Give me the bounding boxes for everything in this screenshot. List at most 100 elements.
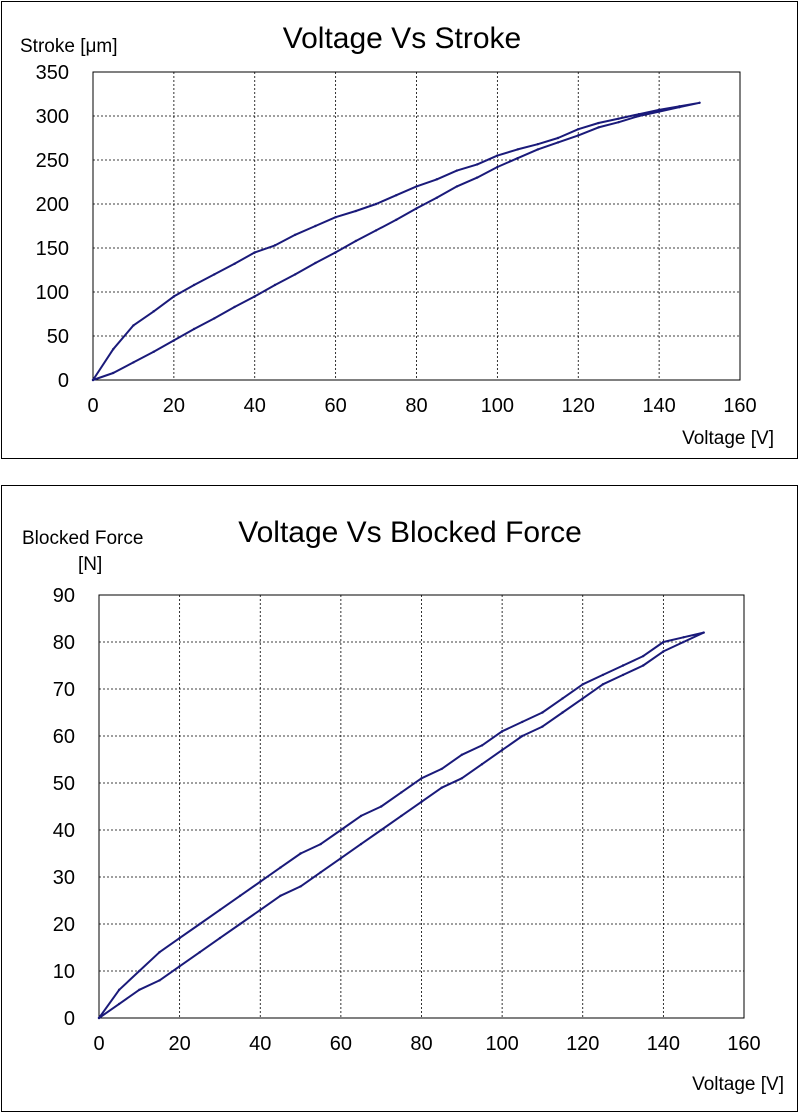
x-axis-label: Voltage [V] [682,428,774,449]
data-point [218,936,222,940]
data-point [359,842,363,846]
grid [99,595,744,1018]
y-axis-label-unit: [N] [78,554,102,575]
x-tick-label: 0 [93,1033,104,1055]
x-tick-label: 60 [330,1033,352,1055]
plot-area [92,71,741,381]
data-point [138,969,141,973]
series-line [92,101,701,381]
data-point [496,154,499,157]
y-tick-label: 40 [53,820,75,842]
data-point [536,142,540,146]
data-point [657,108,661,112]
data-point [516,157,519,160]
data-point [158,979,161,982]
data-point [460,753,464,756]
y-tick-label: 0 [64,1008,75,1030]
data-point [415,185,418,188]
data-point [480,763,484,766]
data-point [521,720,524,724]
data-point [192,327,196,331]
data-point [642,664,645,667]
data-point [259,880,262,883]
y-tick-label: 0 [58,370,69,392]
data-point [319,871,322,874]
data-point [314,261,317,265]
x-tick-label: 140 [647,1033,680,1055]
data-point [435,178,438,181]
data-point [577,134,580,137]
data-point [293,233,297,236]
data-point [500,748,504,752]
x-tick-label: 80 [405,395,427,417]
data-point [400,791,403,794]
data-point [334,216,337,219]
data-point [218,908,222,912]
x-tick-label: 20 [169,1033,191,1055]
data-point [117,988,121,991]
data-point [597,126,600,129]
y-tick-label: 250 [36,150,69,172]
data-point [97,1016,101,1020]
data-point [440,786,443,789]
data-point [536,148,540,151]
data-point [379,805,383,808]
data-point [91,378,95,382]
data-point [621,664,625,667]
x-tick-label: 40 [244,395,266,417]
data-point [112,348,115,351]
data-point [273,244,277,247]
data-point [339,828,343,832]
data-point [601,683,605,686]
data-point [455,169,459,172]
y-tick-label: 200 [36,194,69,216]
y-tick-label: 90 [53,585,75,607]
data-point [152,350,155,354]
data-point [152,310,155,313]
x-tick-label: 100 [485,1033,518,1055]
data-point [601,673,605,677]
data-point [541,725,544,728]
data-point [395,194,398,197]
data-point [178,936,181,940]
data-point [299,885,302,888]
data-point [253,295,256,298]
x-axis-label: Voltage [V] [692,1074,784,1095]
data-point [395,218,398,222]
data-point [420,800,423,803]
data-point [273,283,277,287]
data-point [521,734,524,738]
data-point [233,305,236,309]
data-point [480,744,484,747]
data-point [475,176,479,179]
data-point [117,1002,121,1006]
data-point [420,777,423,780]
plot-area [98,594,745,1019]
data-point [581,697,584,700]
data-point [299,852,302,855]
data-point [374,229,378,232]
chart-title: Voltage Vs Stroke [283,22,521,55]
y-tick-label: 150 [36,238,69,260]
data-point [678,105,681,108]
data-point [339,857,343,860]
y-axis-label: Stroke [μm] [20,36,118,57]
stroke-chart: Voltage Vs Stroke Stroke [μm] Voltage [V… [20,22,774,449]
data-point [172,295,176,298]
data-point [577,128,580,131]
data-point [496,165,499,169]
y-tick-label: 50 [47,326,69,348]
data-point [354,239,358,243]
x-tick-label: 100 [481,395,514,417]
y-tick-label: 350 [36,62,69,84]
data-point [314,224,317,228]
data-point [259,908,262,912]
y-tick-label: 50 [53,773,75,795]
data-point [475,163,479,166]
data-point [213,273,216,276]
data-point [516,148,519,151]
data-point [682,636,685,639]
data-point [637,113,641,116]
data-point [460,777,464,780]
x-tick-label: 120 [566,1033,599,1055]
